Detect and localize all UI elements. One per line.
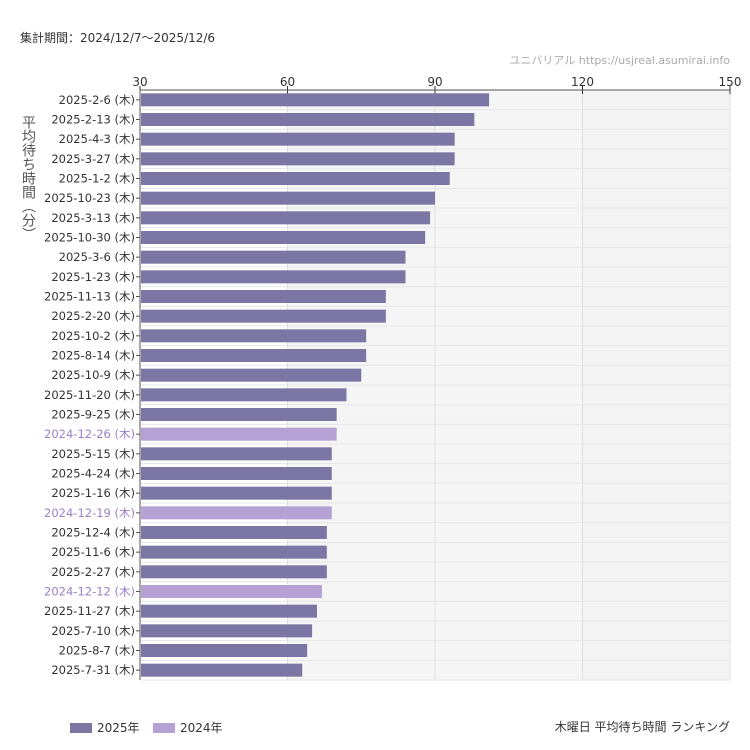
y-tick-label: 2025-10-30 (木) xyxy=(44,231,135,245)
y-tick-label: 2025-7-10 (木) xyxy=(51,624,135,638)
bar xyxy=(141,545,327,559)
y-tick-label: 2025-2-6 (木) xyxy=(59,93,135,107)
period-label: 集計期間：2024/12/7〜2025/12/6 xyxy=(20,31,216,45)
bar xyxy=(141,565,327,579)
legend-item-2025[interactable]: 2025年 xyxy=(70,719,140,736)
bar xyxy=(141,250,406,264)
y-axis-label: 平均待ち時間（分） xyxy=(20,115,36,241)
bar xyxy=(141,309,386,323)
bar xyxy=(141,427,337,441)
bar xyxy=(141,467,332,480)
y-tick-label: 2025-10-23 (木) xyxy=(44,191,135,205)
bar xyxy=(141,408,337,421)
legend-label: 2024年 xyxy=(180,721,223,735)
y-tick-label: 2025-11-6 (木) xyxy=(51,545,135,559)
y-tick-label: 2025-9-25 (木) xyxy=(51,408,135,422)
bar xyxy=(141,349,367,362)
y-tick-label: 2025-11-20 (木) xyxy=(44,388,135,402)
bar xyxy=(141,585,322,598)
legend-swatch xyxy=(153,722,175,733)
y-tick-label: 2025-5-15 (木) xyxy=(51,447,135,461)
x-tick-label: 150 xyxy=(719,75,742,89)
credit-link[interactable]: ユニバリアル https://usjreal.asumirai.info xyxy=(509,54,730,67)
y-tick-label: 2025-4-24 (木) xyxy=(51,467,135,481)
chart-caption: 木曜日 平均待ち時間 ランキング xyxy=(554,720,730,734)
y-tick-label: 2025-11-27 (木) xyxy=(44,604,135,618)
y-tick-label: 2025-1-2 (木) xyxy=(59,172,135,186)
bar xyxy=(141,290,386,303)
y-tick-label: 2025-3-13 (木) xyxy=(51,211,135,225)
y-tick-label: 2025-12-4 (木) xyxy=(51,526,135,540)
bar xyxy=(141,506,332,520)
x-tick-label: 30 xyxy=(132,75,147,89)
bar xyxy=(141,447,332,461)
legend-label: 2025年 xyxy=(97,721,140,735)
bar xyxy=(141,211,431,225)
y-tick-label: 2025-2-20 (木) xyxy=(51,309,135,323)
y-tick-label: 2025-10-9 (木) xyxy=(51,368,135,382)
y-tick-label: 2025-1-16 (木) xyxy=(51,486,135,500)
bar xyxy=(141,93,490,107)
bar xyxy=(141,270,406,284)
y-tick-label: 2024-12-26 (木) xyxy=(44,427,135,441)
bar xyxy=(141,132,455,146)
bar xyxy=(141,624,313,638)
bar xyxy=(141,526,327,539)
y-tick-label: 2025-1-23 (木) xyxy=(51,270,135,284)
y-tick-label: 2025-2-27 (木) xyxy=(51,565,135,579)
y-tick-label: 2024-12-19 (木) xyxy=(44,506,135,520)
bar xyxy=(141,231,426,244)
legend-item-2024[interactable]: 2024年 xyxy=(153,719,223,736)
y-tick-label: 2025-8-7 (木) xyxy=(59,644,135,658)
y-tick-label: 2025-4-3 (木) xyxy=(59,132,135,146)
bar xyxy=(141,486,332,500)
y-tick-label: 2025-2-13 (木) xyxy=(51,113,135,127)
y-tick-label: 2025-3-27 (木) xyxy=(51,152,135,166)
y-tick-label: 2025-10-2 (木) xyxy=(51,329,135,343)
y-tick-label: 2025-3-6 (木) xyxy=(59,250,135,264)
bar xyxy=(141,663,303,677)
y-tick-label: 2025-11-13 (木) xyxy=(44,290,135,304)
y-tick-label: 2025-7-31 (木) xyxy=(51,663,135,677)
x-tick-label: 90 xyxy=(427,75,442,89)
x-tick-label: 60 xyxy=(280,75,295,89)
bar xyxy=(141,152,455,166)
bar xyxy=(141,329,367,343)
bar xyxy=(141,172,450,185)
bar xyxy=(141,388,347,402)
y-tick-label: 2025-8-14 (木) xyxy=(51,349,135,363)
legend-swatch xyxy=(70,722,92,733)
x-tick-label: 120 xyxy=(571,75,594,89)
bar xyxy=(141,644,308,657)
y-tick-label: 2024-12-12 (木) xyxy=(44,585,135,599)
bar xyxy=(141,604,317,618)
bar xyxy=(141,113,475,126)
bar xyxy=(141,368,362,382)
bar xyxy=(141,191,435,205)
